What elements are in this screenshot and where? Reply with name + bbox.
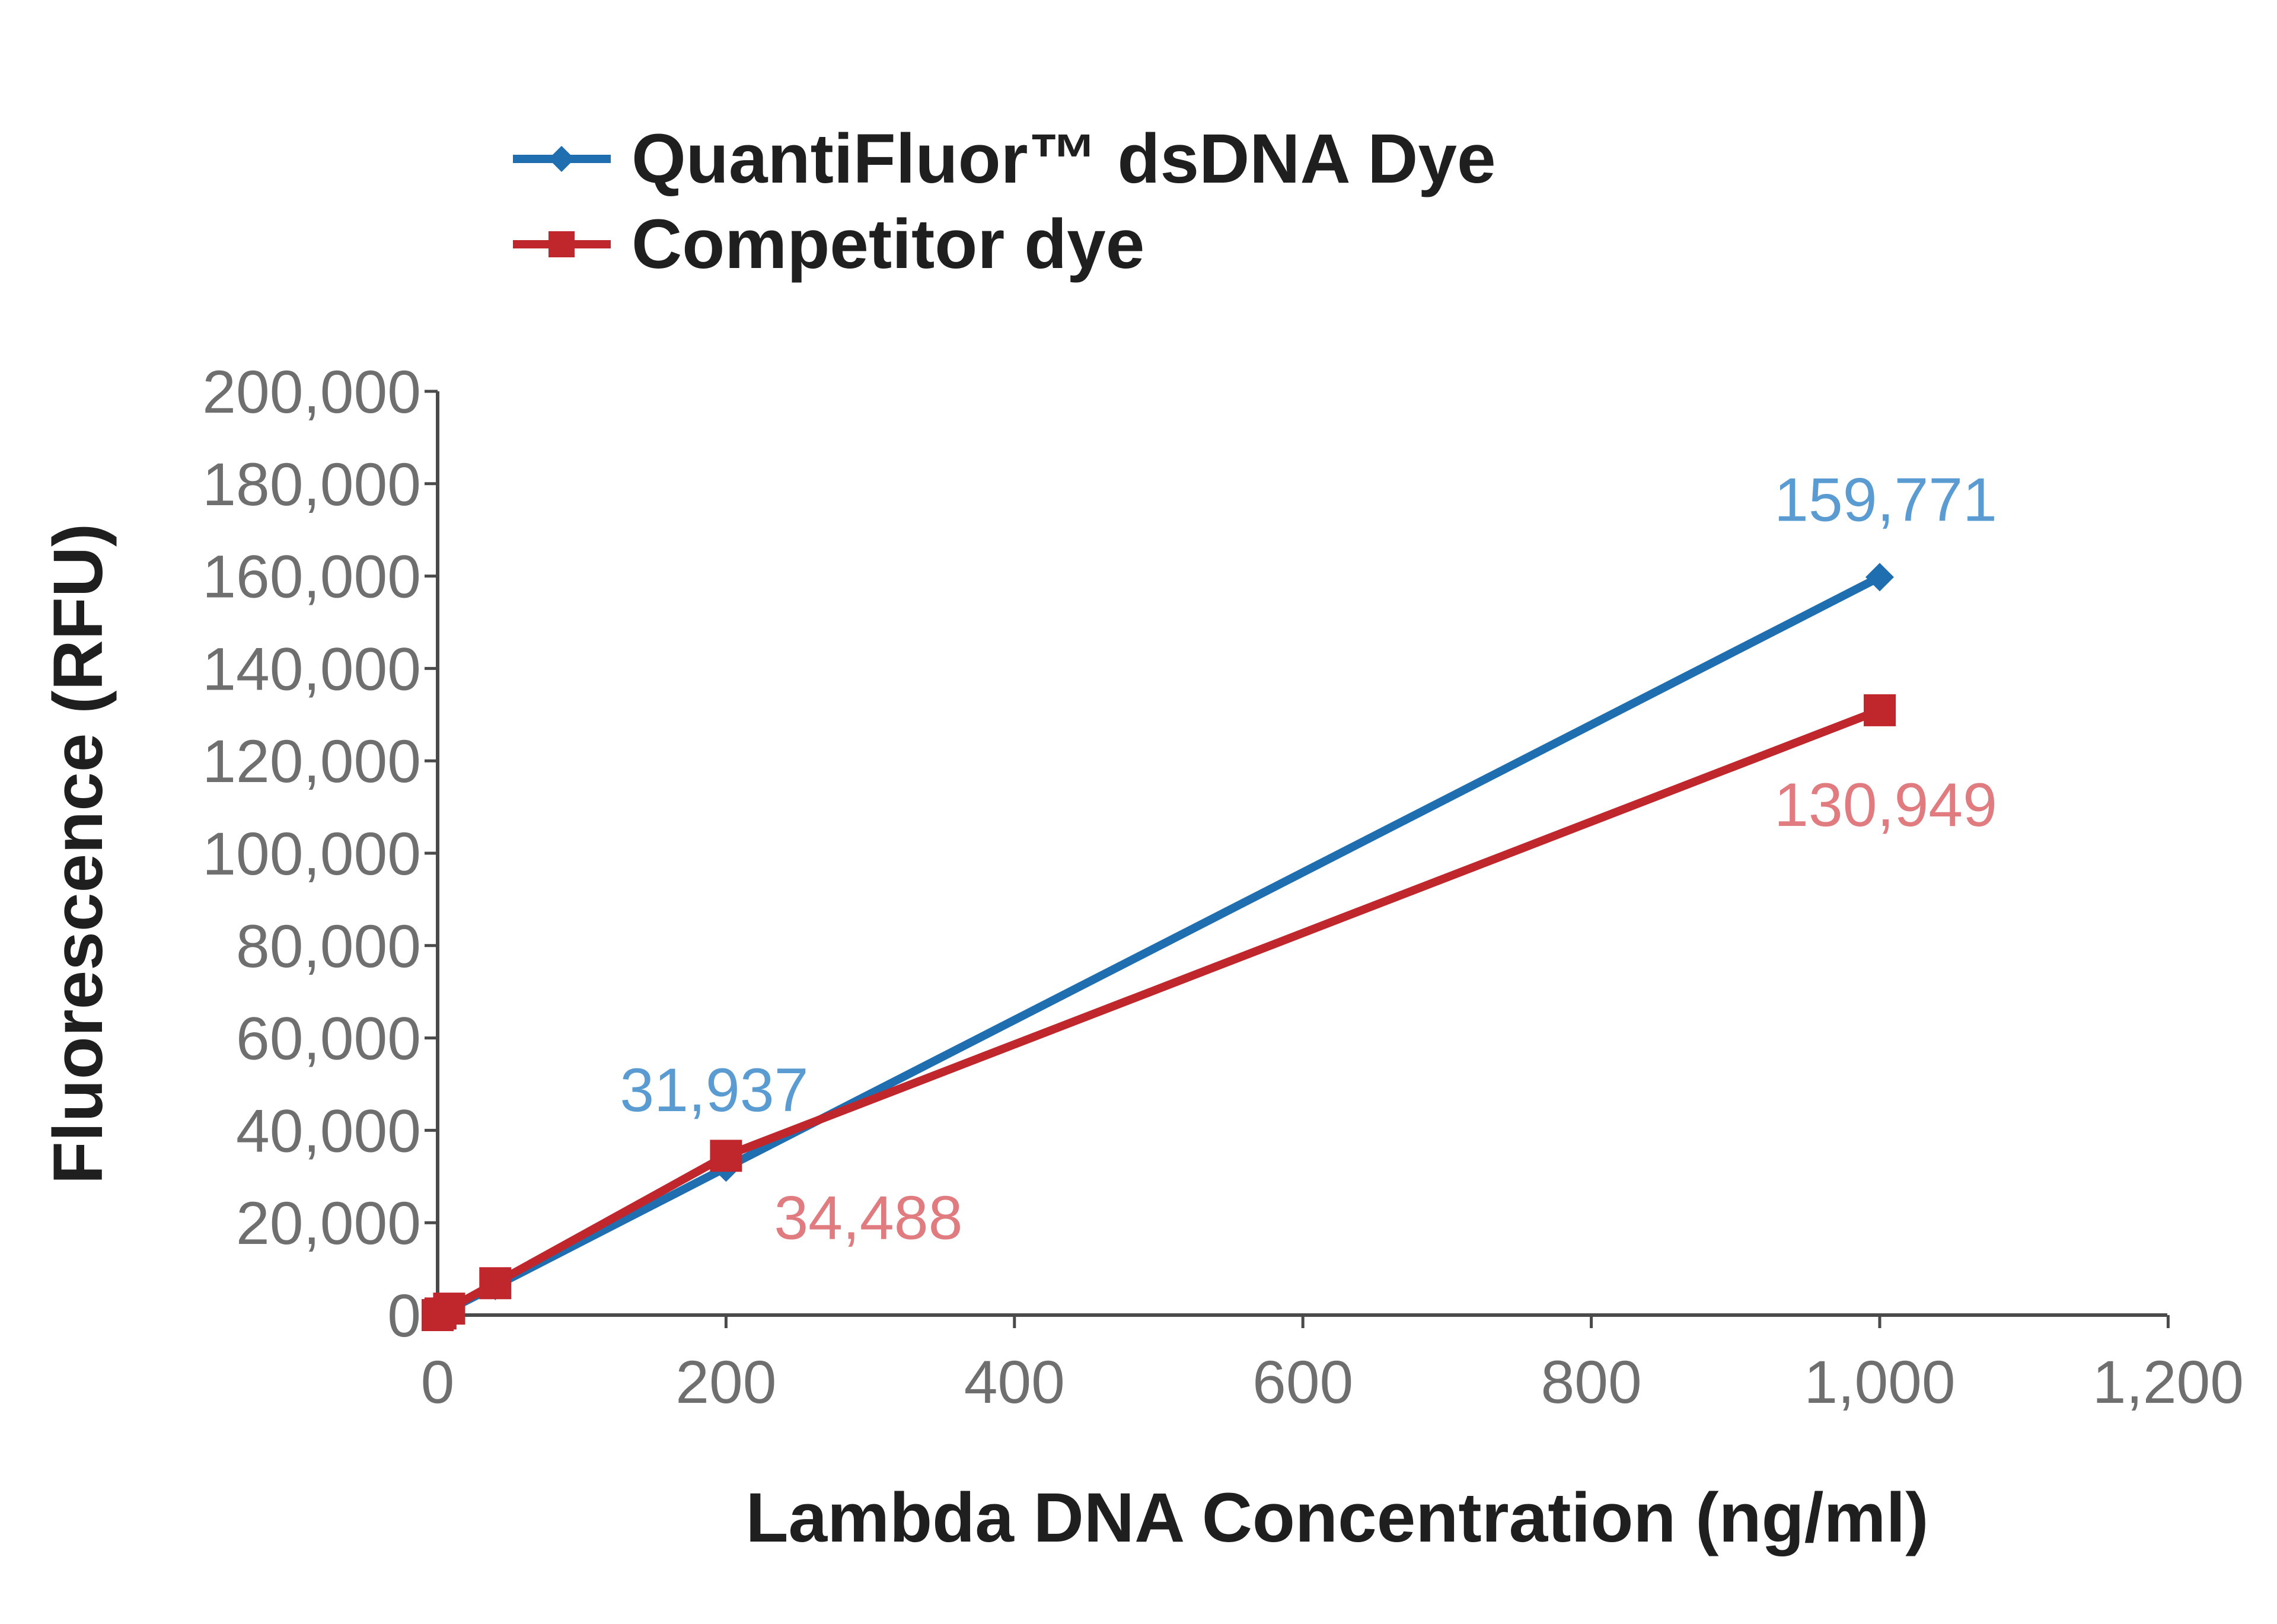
x-tick-label: 800 <box>1541 1348 1642 1416</box>
y-tick-label: 40,000 <box>236 1097 421 1164</box>
x-tick-label: 0 <box>421 1348 455 1416</box>
data-point-quantifluor <box>1865 563 1894 592</box>
x-tick-label: 1,200 <box>2093 1348 2244 1416</box>
y-axis-ticks: 0 20,000 40,000 60,000 80,000 100,000 120,000 1… <box>202 358 438 1349</box>
y-tick-label: 180,000 <box>202 451 421 518</box>
y-tick-label: 200,000 <box>202 358 421 426</box>
data-label: 130,949 <box>1774 771 1997 840</box>
y-tick-label: 140,000 <box>202 635 421 703</box>
data-labels: 159,771 31,937 130,949 34,488 <box>620 465 1997 1252</box>
y-axis-title: Fluorescence (RFU) <box>39 524 117 1185</box>
y-tick-label: 20,000 <box>236 1189 421 1257</box>
series-layer <box>422 563 1896 1331</box>
axes: 0 20,000 40,000 60,000 80,000 100,000 120,000 1… <box>202 358 2244 1416</box>
x-tick-label: 600 <box>1252 1348 1353 1416</box>
series-competitor <box>422 694 1896 1331</box>
y-tick-label: 0 <box>387 1282 421 1349</box>
data-label: 34,488 <box>774 1183 962 1252</box>
series-quantifluor <box>423 563 1894 1329</box>
x-tick-label: 1,000 <box>1804 1348 1955 1416</box>
data-point-competitor <box>479 1267 512 1300</box>
y-tick-label: 100,000 <box>202 820 421 888</box>
series-line-competitor <box>433 706 1884 1319</box>
data-label: 159,771 <box>1774 465 1997 534</box>
data-point-competitor <box>710 1140 742 1172</box>
legend-label-quantifluor: QuantiFluor™ dsDNA Dye <box>632 120 1496 198</box>
x-axis-title: Lambda DNA Concentration (ng/ml) <box>745 1479 1928 1557</box>
x-axis-ticks: 0 200 400 600 800 1,000 1,200 <box>421 1315 2244 1416</box>
y-tick-label: 60,000 <box>236 1005 421 1073</box>
legend-label-competitor: Competitor dye <box>632 205 1144 283</box>
x-tick-label: 200 <box>675 1348 776 1416</box>
series-line-quantifluor <box>433 573 1884 1319</box>
legend-swatch-marker-competitor <box>548 231 575 257</box>
legend: QuantiFluor™ dsDNA Dye Competitor dye <box>513 120 1496 283</box>
y-tick-label: 160,000 <box>202 543 421 611</box>
legend-swatch-marker-quantifluor <box>548 146 575 172</box>
data-point-competitor <box>1864 694 1896 726</box>
y-tick-label: 120,000 <box>202 728 421 795</box>
y-tick-label: 80,000 <box>236 912 421 980</box>
x-tick-label: 400 <box>964 1348 1065 1416</box>
data-point-competitor <box>433 1293 465 1325</box>
data-label: 31,937 <box>620 1056 808 1125</box>
